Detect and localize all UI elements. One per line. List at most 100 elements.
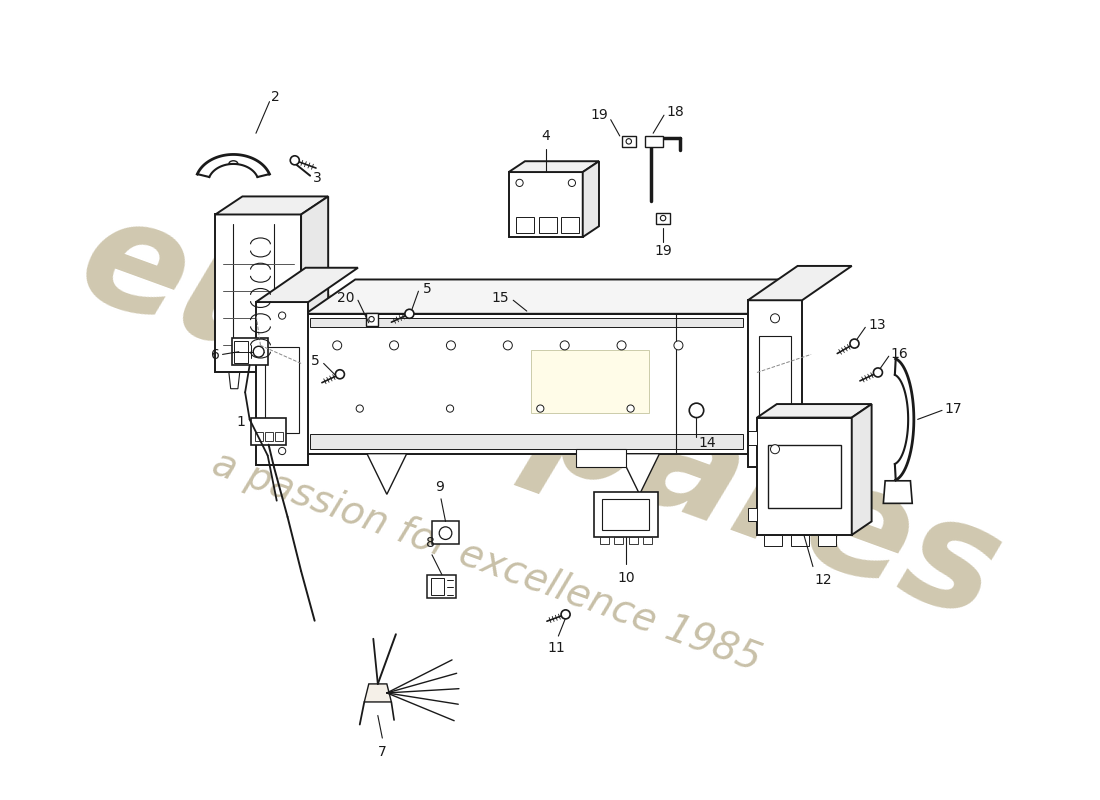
Polygon shape xyxy=(232,338,267,366)
Circle shape xyxy=(253,346,264,357)
Polygon shape xyxy=(229,373,240,389)
Polygon shape xyxy=(252,418,286,445)
Circle shape xyxy=(405,310,414,318)
Circle shape xyxy=(278,447,286,454)
Polygon shape xyxy=(255,432,263,441)
Polygon shape xyxy=(431,578,443,594)
Polygon shape xyxy=(602,499,649,530)
Polygon shape xyxy=(851,404,871,535)
Circle shape xyxy=(627,405,635,412)
Polygon shape xyxy=(576,449,626,467)
Text: 1: 1 xyxy=(236,415,245,429)
Polygon shape xyxy=(594,492,658,537)
Polygon shape xyxy=(275,432,283,441)
Text: 19: 19 xyxy=(591,108,608,122)
Polygon shape xyxy=(629,537,638,544)
Text: 3: 3 xyxy=(312,171,321,186)
Circle shape xyxy=(569,179,575,186)
Polygon shape xyxy=(619,454,660,494)
Polygon shape xyxy=(516,217,534,233)
Polygon shape xyxy=(508,172,583,237)
Text: 15: 15 xyxy=(491,291,508,306)
Polygon shape xyxy=(748,266,851,300)
Polygon shape xyxy=(306,279,798,314)
Text: 20: 20 xyxy=(337,290,354,305)
Polygon shape xyxy=(583,162,600,237)
Circle shape xyxy=(537,405,543,412)
Polygon shape xyxy=(265,432,273,441)
Polygon shape xyxy=(428,574,456,598)
Polygon shape xyxy=(508,162,600,172)
Polygon shape xyxy=(757,404,871,418)
Circle shape xyxy=(278,312,286,319)
Text: 16: 16 xyxy=(891,347,909,362)
Circle shape xyxy=(690,403,704,418)
Polygon shape xyxy=(818,535,836,546)
Polygon shape xyxy=(645,136,663,146)
Polygon shape xyxy=(310,318,744,327)
Circle shape xyxy=(561,610,570,619)
Text: 7: 7 xyxy=(378,746,387,759)
Text: 5: 5 xyxy=(424,282,431,295)
Polygon shape xyxy=(539,217,557,233)
Polygon shape xyxy=(764,535,782,546)
Polygon shape xyxy=(216,214,301,373)
Polygon shape xyxy=(748,508,757,522)
Circle shape xyxy=(626,138,631,144)
Polygon shape xyxy=(216,197,328,214)
Text: a passion for excellence 1985: a passion for excellence 1985 xyxy=(207,445,766,679)
Text: 18: 18 xyxy=(667,106,684,119)
Circle shape xyxy=(439,527,452,539)
Polygon shape xyxy=(265,373,276,389)
Text: 6: 6 xyxy=(211,348,220,362)
Polygon shape xyxy=(748,431,757,445)
Polygon shape xyxy=(234,341,248,362)
Circle shape xyxy=(332,341,342,350)
Circle shape xyxy=(516,179,524,186)
Text: 4: 4 xyxy=(541,129,550,143)
Polygon shape xyxy=(367,454,407,494)
Polygon shape xyxy=(791,535,810,546)
Polygon shape xyxy=(310,434,744,449)
Polygon shape xyxy=(366,313,377,326)
Polygon shape xyxy=(614,537,624,544)
Circle shape xyxy=(770,445,780,454)
Polygon shape xyxy=(306,314,748,454)
Circle shape xyxy=(336,370,344,378)
Polygon shape xyxy=(256,302,308,465)
Polygon shape xyxy=(561,217,579,233)
Polygon shape xyxy=(301,197,328,373)
Polygon shape xyxy=(759,336,791,431)
Text: eurospares: eurospares xyxy=(60,182,1020,653)
Polygon shape xyxy=(883,481,912,503)
Polygon shape xyxy=(757,418,851,535)
Text: 9: 9 xyxy=(434,480,443,494)
Text: 19: 19 xyxy=(654,244,672,258)
Text: 11: 11 xyxy=(548,641,565,654)
Polygon shape xyxy=(531,350,649,413)
Text: 13: 13 xyxy=(868,318,886,332)
Circle shape xyxy=(873,368,882,377)
Circle shape xyxy=(770,314,780,323)
Circle shape xyxy=(674,341,683,350)
Polygon shape xyxy=(644,537,652,544)
Polygon shape xyxy=(600,537,609,544)
Circle shape xyxy=(660,215,666,221)
Polygon shape xyxy=(768,445,840,508)
Text: 14: 14 xyxy=(698,436,716,450)
Text: 10: 10 xyxy=(617,571,635,585)
Text: 2: 2 xyxy=(272,90,280,104)
Circle shape xyxy=(356,405,363,412)
Circle shape xyxy=(290,156,299,165)
Polygon shape xyxy=(748,300,802,467)
Text: 12: 12 xyxy=(815,573,833,587)
Polygon shape xyxy=(656,213,670,223)
Circle shape xyxy=(850,339,859,348)
Circle shape xyxy=(560,341,569,350)
Text: 5: 5 xyxy=(311,354,320,368)
Polygon shape xyxy=(621,136,636,146)
Polygon shape xyxy=(432,522,459,544)
Text: 8: 8 xyxy=(426,536,434,550)
Circle shape xyxy=(447,341,455,350)
Circle shape xyxy=(617,341,626,350)
